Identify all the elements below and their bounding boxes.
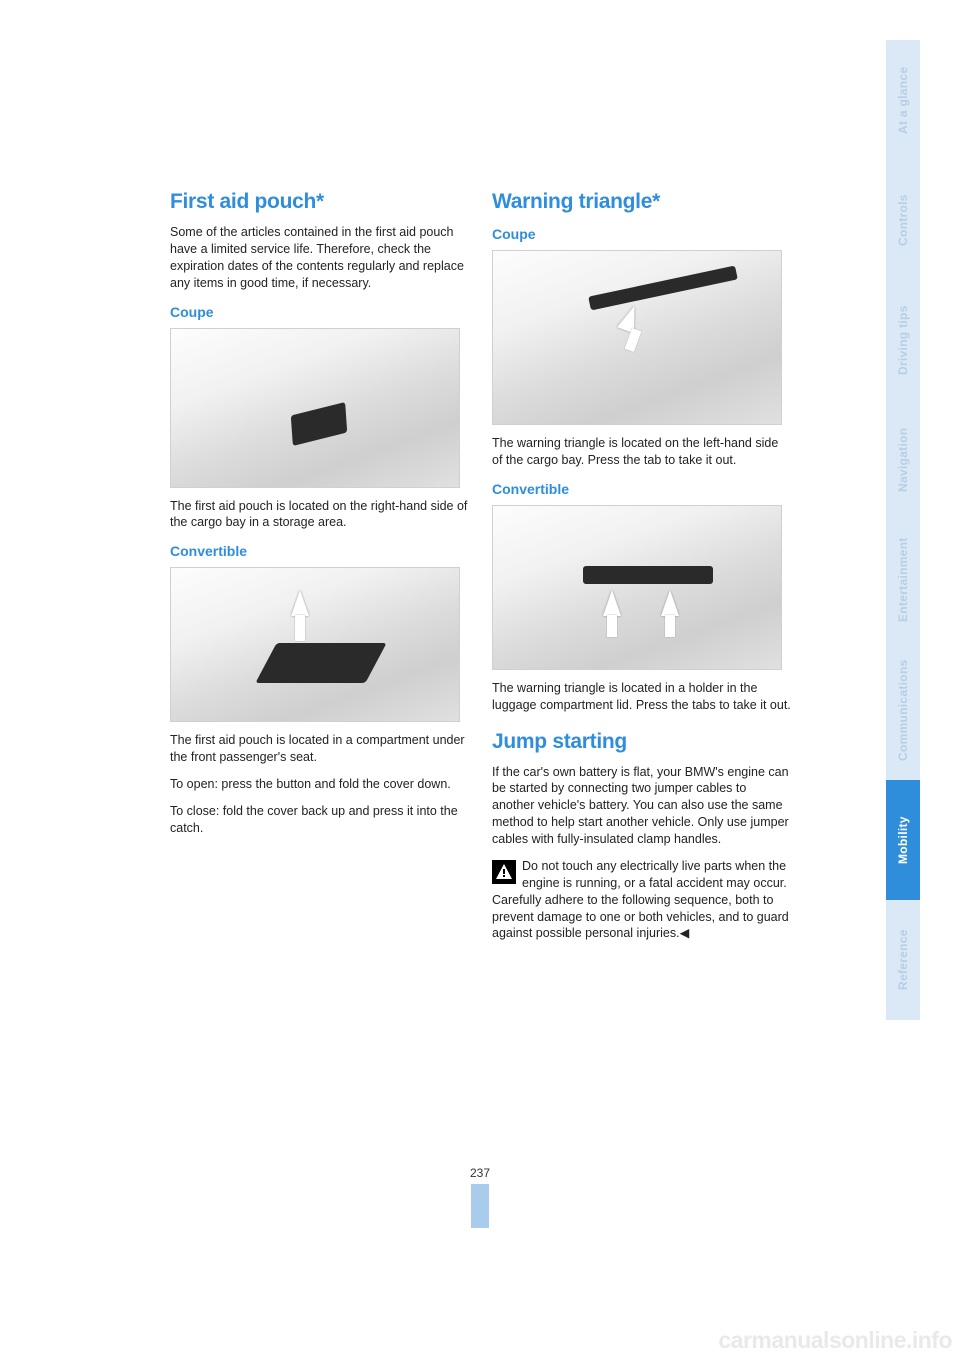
first-aid-coupe-heading: Coupe	[170, 304, 470, 320]
warning-triangle-coupe-figure	[492, 250, 782, 425]
content-columns: First aid pouch* Some of the articles co…	[40, 40, 830, 1318]
first-aid-coupe-figure	[170, 328, 460, 488]
tab-controls[interactable]: Controls	[886, 160, 920, 280]
left-column: First aid pouch* Some of the articles co…	[170, 190, 470, 1318]
manual-page: First aid pouch* Some of the articles co…	[40, 40, 920, 1318]
section-tabs: At a glanceControlsDriving tipsNavigatio…	[886, 40, 920, 1020]
tab-driving-tips[interactable]: Driving tips	[886, 280, 920, 400]
jump-starting-warning-text: Do not touch any electrically live parts…	[492, 859, 789, 941]
tab-mobility[interactable]: Mobility	[886, 780, 920, 900]
page-number-block: 237	[470, 1166, 490, 1228]
first-aid-convertible-figure	[170, 567, 460, 722]
tab-entertainment[interactable]: Entertainment	[886, 520, 920, 640]
warning-triangle-convertible-figure	[492, 505, 782, 670]
first-aid-convertible-caption: The first aid pouch is located in a comp…	[170, 732, 470, 766]
first-aid-convertible-heading: Convertible	[170, 543, 470, 559]
first-aid-heading: First aid pouch*	[170, 190, 470, 214]
jump-starting-warning: Do not touch any electrically live parts…	[492, 858, 792, 942]
watermark: carmanualsonline.info	[718, 1327, 952, 1354]
right-column: Warning triangle* Coupe The warning tria…	[492, 190, 792, 1318]
warning-icon	[492, 860, 516, 884]
first-aid-coupe-caption: The first aid pouch is located on the ri…	[170, 498, 470, 532]
warning-triangle-convertible-caption: The warning triangle is located in a hol…	[492, 680, 792, 714]
tab-communications[interactable]: Communications	[886, 640, 920, 780]
tab-navigation[interactable]: Navigation	[886, 400, 920, 520]
warning-triangle-coupe-heading: Coupe	[492, 226, 792, 242]
first-aid-close-instruction: To close: fold the cover back up and pre…	[170, 803, 470, 837]
page-number-bar	[471, 1184, 489, 1228]
warning-triangle-heading: Warning triangle*	[492, 190, 792, 214]
warning-triangle-coupe-caption: The warning triangle is located on the l…	[492, 435, 792, 469]
tab-at-a-glance[interactable]: At a glance	[886, 40, 920, 160]
first-aid-open-instruction: To open: press the button and fold the c…	[170, 776, 470, 793]
tab-reference[interactable]: Reference	[886, 900, 920, 1020]
jump-starting-heading: Jump starting	[492, 730, 792, 754]
page-number: 237	[470, 1166, 490, 1180]
first-aid-intro: Some of the articles contained in the fi…	[170, 224, 470, 292]
warning-triangle-convertible-heading: Convertible	[492, 481, 792, 497]
jump-starting-intro: If the car's own battery is flat, your B…	[492, 764, 792, 848]
